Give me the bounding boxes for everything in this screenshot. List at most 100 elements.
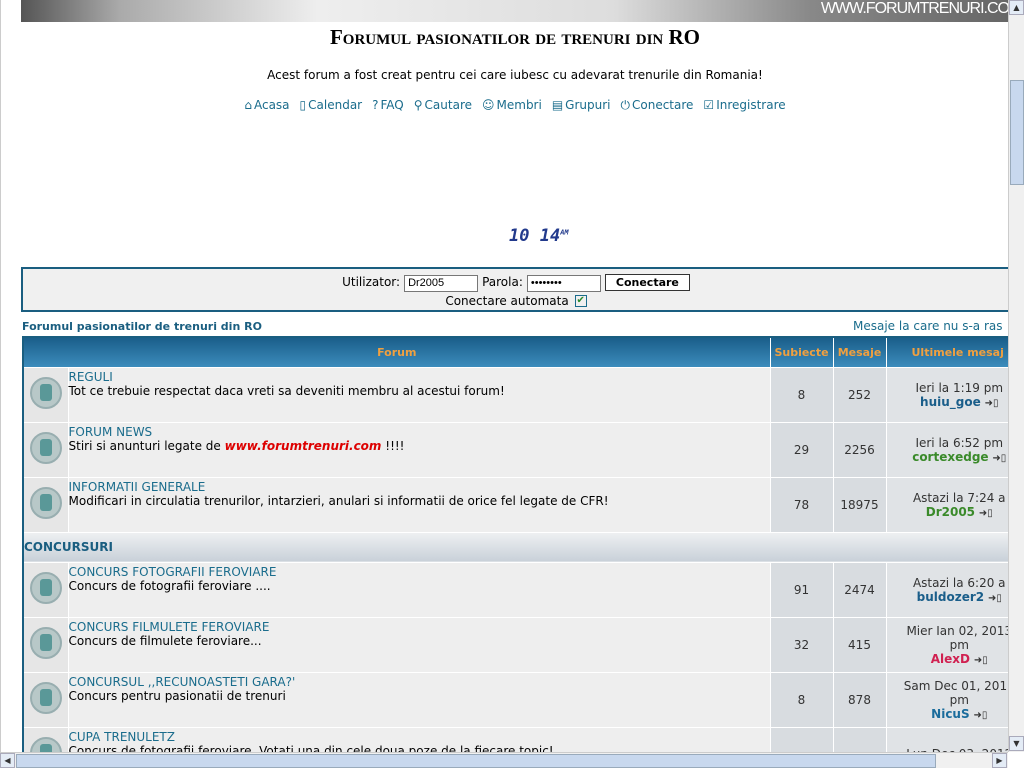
nav-icon: ⌂ xyxy=(244,98,252,112)
nav-label: FAQ xyxy=(380,98,404,112)
train-icon xyxy=(29,682,62,714)
last-post-user[interactable]: huiu_goe xyxy=(920,394,981,409)
forum-row: CONCURSUL ,,RECUNOASTETI GARA?' Concurs p… xyxy=(22,671,1008,728)
horizontal-scrollbar[interactable]: ◀ ▶ xyxy=(0,752,1008,768)
nav-cautare[interactable]: ⚲ Cautare xyxy=(414,98,472,112)
goto-last-post-icon[interactable]: ➜▯ xyxy=(973,709,988,721)
nav-label: Cautare xyxy=(424,98,472,112)
topics-count: 32 xyxy=(769,616,834,673)
last-post-user[interactable]: AlexD xyxy=(930,651,971,666)
forum-desc-text: Modificari in circulatia trenurilor, int… xyxy=(68,493,609,508)
topics-count xyxy=(769,726,834,752)
col-topics: Subiecte xyxy=(769,336,834,368)
last-post-date: Astazi la 7:24 a xyxy=(912,490,1006,505)
forum-description: Stiri si anunturi legate de www.forumtre… xyxy=(69,439,770,453)
nav-label: Grupuri xyxy=(565,98,611,112)
forum-link[interactable]: CONCURS FILMULETE FEROVIARE xyxy=(68,619,270,634)
col-last-post: Ultimele mesaj xyxy=(885,336,1008,368)
vertical-scroll-thumb[interactable] xyxy=(1010,80,1024,185)
forum-row: CONCURS FOTOGRAFII FEROVIARE Concurs de f… xyxy=(22,561,1008,618)
clock-ampm: AM xyxy=(560,228,569,237)
forum-description: Concurs de fotografii feroviare. Votati … xyxy=(69,744,770,753)
last-post: Astazi la 6:20 a buldozer2 ➜▯ xyxy=(885,561,1008,618)
forum-banner: WWW.FORUMTRENURI.CO xyxy=(21,0,1008,22)
last-post-date: Ieri la 1:19 pm xyxy=(915,380,1004,395)
nav-icon: ? xyxy=(372,98,379,112)
posts-count: 18975 xyxy=(832,476,887,533)
nav-acasa[interactable]: ⌂ Acasa xyxy=(244,98,289,112)
last-post-date-cont: pm xyxy=(949,692,969,707)
nav-label: Conectare xyxy=(632,98,694,112)
train-icon xyxy=(29,736,62,752)
category-title[interactable]: CONCURSURI xyxy=(22,531,1008,563)
unread-posts-link[interactable]: Mesaje la care nu s-a ras xyxy=(853,319,1003,333)
forum-row: REGULI Tot ce trebuie respectat daca vret… xyxy=(22,366,1008,423)
nav-faq[interactable]: ? FAQ xyxy=(372,98,404,112)
last-post: Ieri la 6:52 pm cortexedge ➜▯ xyxy=(885,421,1008,478)
auto-login-label: Conectare automata xyxy=(445,293,569,308)
forum-desc-text: Tot ce trebuie respectat daca vreti sa d… xyxy=(68,383,505,398)
forum-row: INFORMATII GENERALE Modificari in circula… xyxy=(22,476,1008,533)
category-label[interactable]: CONCURSURI xyxy=(24,540,113,554)
nav-membri[interactable]: ☺ Membri xyxy=(482,98,542,112)
goto-last-post-icon[interactable]: ➜▯ xyxy=(987,592,1002,604)
nav-icon: ☺ xyxy=(482,98,495,112)
forum-status-cell xyxy=(22,561,69,618)
nav-icon: ⏻ xyxy=(620,98,631,112)
breadcrumb[interactable]: Forumul pasionatilor de trenuri din RO xyxy=(22,320,262,333)
forum-description: Concurs pentru pasionatii de trenuri xyxy=(69,689,770,703)
forum-status-cell xyxy=(22,421,69,478)
nav-label: Acasa xyxy=(253,98,290,112)
scroll-up-icon[interactable]: ▲ xyxy=(1009,0,1024,15)
goto-last-post-icon[interactable]: ➜▯ xyxy=(978,507,993,519)
forum-desc-link[interactable]: www.forumtrenuri.com xyxy=(224,438,382,453)
vertical-scrollbar[interactable]: ▲ ▼ xyxy=(1008,0,1024,752)
nav-inregistrare[interactable]: ☑ Inregistrare xyxy=(703,98,785,112)
forum-link[interactable]: CONCURS FOTOGRAFII FEROVIARE xyxy=(68,564,277,579)
goto-last-post-icon[interactable]: ➜▯ xyxy=(992,452,1007,464)
last-post-date: Astazi la 6:20 a xyxy=(912,575,1006,590)
forum-link[interactable]: CUPA TRENULETZ xyxy=(68,729,175,744)
horizontal-scroll-thumb[interactable] xyxy=(16,754,936,768)
page: WWW.FORUMTRENURI.CO Forumul pasionatilor… xyxy=(0,0,1008,752)
goto-last-post-icon[interactable]: ➜▯ xyxy=(973,654,988,666)
forum-info: CUPA TRENULETZ Concurs de fotografii fero… xyxy=(67,726,771,753)
forum-link[interactable]: FORUM NEWS xyxy=(68,424,153,439)
last-post-date: Ieri la 6:52 pm xyxy=(915,435,1004,450)
last-post-user[interactable]: buldozer2 xyxy=(916,589,985,604)
posts-count: 415 xyxy=(832,616,887,673)
scroll-right-icon[interactable]: ▶ xyxy=(992,753,1007,768)
forum-info: INFORMATII GENERALE Modificari in circula… xyxy=(67,476,771,533)
nav-grupuri[interactable]: ▤ Grupuri xyxy=(552,98,611,112)
forum-description: Tot ce trebuie respectat daca vreti sa d… xyxy=(69,384,770,398)
forum-link[interactable]: INFORMATII GENERALE xyxy=(68,479,206,494)
forum-link[interactable]: CONCURSUL ,,RECUNOASTETI GARA?' xyxy=(68,674,296,689)
forum-desc-text: Concurs pentru pasionatii de trenuri xyxy=(68,688,286,703)
last-post-user[interactable]: cortexedge xyxy=(912,449,989,464)
password-input[interactable] xyxy=(526,274,601,292)
nav-label: Membri xyxy=(496,98,542,112)
last-post-user[interactable]: Dr2005 xyxy=(925,504,976,519)
auto-login-checkbox[interactable]: ✔ xyxy=(574,295,587,307)
nav-conectare[interactable]: ⏻ Conectare xyxy=(621,98,694,112)
col-posts: Mesaje xyxy=(832,336,887,368)
forum-description: Concurs de filmulete feroviare... xyxy=(69,634,770,648)
nav-calendar[interactable]: ▯ Calendar xyxy=(300,98,363,112)
last-post-user[interactable]: NicuS xyxy=(931,706,970,721)
login-button[interactable]: Conectare xyxy=(604,274,690,291)
goto-last-post-icon[interactable]: ➜▯ xyxy=(984,397,999,409)
last-post-date-cont: pm xyxy=(949,637,969,652)
forum-info: REGULI Tot ce trebuie respectat daca vret… xyxy=(67,366,771,423)
forum-link[interactable]: REGULI xyxy=(68,369,113,384)
topics-count: 29 xyxy=(769,421,834,478)
forum-table: Forum Subiecte Mesaje Ultimele mesaj REG… xyxy=(22,336,1008,752)
scroll-left-icon[interactable]: ◀ xyxy=(0,753,15,768)
nav-icon: ▯ xyxy=(299,98,307,112)
scroll-down-icon[interactable]: ▼ xyxy=(1009,736,1024,751)
topics-count: 8 xyxy=(769,366,834,423)
username-input[interactable] xyxy=(404,274,479,292)
train-icon xyxy=(29,572,62,604)
forum-desc-text: Concurs de fotografii feroviare. Votati … xyxy=(68,743,554,753)
nav-icon: ▤ xyxy=(551,98,564,112)
forum-desc-text: Concurs de filmulete feroviare... xyxy=(68,633,262,648)
